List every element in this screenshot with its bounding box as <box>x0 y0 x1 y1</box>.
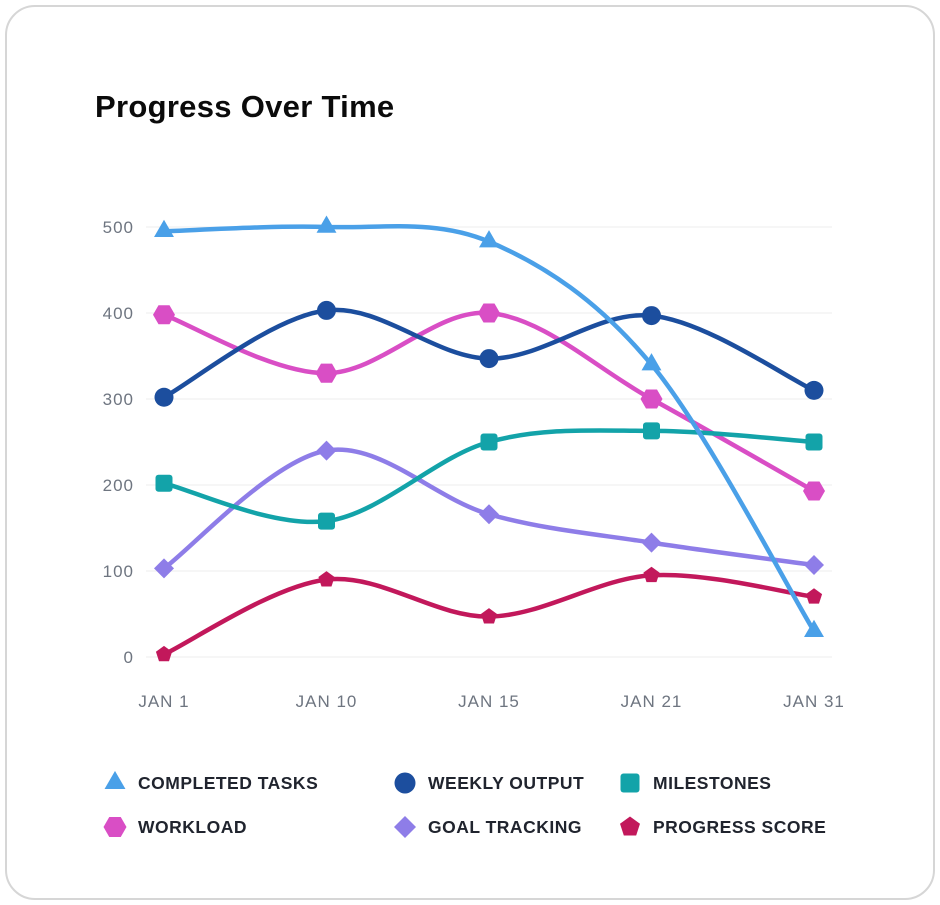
y-axis-tick-label: 200 <box>103 476 134 495</box>
series-marker <box>620 816 640 836</box>
series-marker <box>642 306 661 326</box>
series-marker <box>154 387 174 407</box>
square-marker-icon <box>620 773 640 793</box>
series-marker <box>154 558 174 579</box>
series-marker <box>394 816 416 838</box>
x-axis-tick-label: JAN 21 <box>621 692 683 711</box>
y-axis-tick-label: 0 <box>124 648 134 667</box>
x-axis-tick-label: JAN 1 <box>138 692 189 711</box>
series-marker <box>805 588 823 604</box>
series-marker <box>641 353 662 371</box>
legend-label: MILESTONES <box>653 772 772 793</box>
series-marker <box>643 422 660 440</box>
legend-item-progress-score[interactable]: PROGRESS SCORE <box>618 815 933 839</box>
series-marker <box>103 817 127 837</box>
chart-legend: COMPLETED TASKS WEEKLY OUTPUT MILESTONES… <box>103 771 933 839</box>
y-axis-tick-label: 500 <box>103 218 134 237</box>
series-marker <box>805 433 823 451</box>
legend-label: COMPLETED TASKS <box>138 772 319 793</box>
series-marker <box>479 349 499 369</box>
x-axis-tick-label: JAN 15 <box>458 692 520 711</box>
pentagon-marker-icon <box>620 816 640 836</box>
series-marker <box>640 389 663 409</box>
series-marker <box>154 219 174 238</box>
diamond-marker-icon <box>394 816 416 838</box>
chart-area: 0 100 200 300 400 500 JAN 1 JAN 10 JAN 15 JAN 21 J… <box>49 155 933 735</box>
legend-item-completed-tasks[interactable]: COMPLETED TASKS <box>103 771 393 795</box>
y-axis-tick-label: 400 <box>103 304 134 323</box>
series-marker <box>153 305 175 325</box>
series-marker <box>479 504 499 525</box>
series-marker <box>155 645 173 662</box>
circle-marker-icon <box>394 772 416 794</box>
series-marker <box>478 303 500 323</box>
legend-item-milestones[interactable]: MILESTONES <box>618 771 933 795</box>
series-line <box>161 224 817 634</box>
legend-label: WEEKLY OUTPUT <box>428 772 585 793</box>
series-marker <box>318 512 335 530</box>
legend-item-workload[interactable]: WORKLOAD <box>103 815 393 839</box>
chart-title: Progress Over Time <box>95 89 395 124</box>
triangle-marker-icon <box>104 771 126 790</box>
legend-label: GOAL TRACKING <box>428 816 582 837</box>
series-marker <box>480 433 498 451</box>
legend-item-goal-tracking[interactable]: GOAL TRACKING <box>393 815 618 839</box>
legend-label: PROGRESS SCORE <box>653 816 827 837</box>
series-marker <box>803 481 825 501</box>
legend-item-weekly-output[interactable]: WEEKLY OUTPUT <box>393 771 618 795</box>
line-chart-svg: 0 100 200 300 400 500 JAN 1 JAN 10 JAN 15 JAN 21 J… <box>103 215 845 711</box>
chart-card: Progress Over Time 0 100 200 300 400 500 JAN 1… <box>5 5 935 900</box>
hexagon-marker-icon <box>103 817 127 837</box>
x-axis-tick-label: JAN 10 <box>296 692 358 711</box>
series-marker <box>104 771 126 790</box>
series-marker <box>804 619 824 637</box>
legend-label: WORKLOAD <box>138 816 247 837</box>
x-axis-tick-label: JAN 31 <box>783 692 845 711</box>
y-axis-tick-label: 300 <box>103 390 134 409</box>
series-marker <box>318 571 335 587</box>
series-marker <box>480 608 498 624</box>
series-marker <box>479 230 499 248</box>
series-marker <box>643 566 660 583</box>
series-marker <box>394 772 416 794</box>
series-marker <box>804 380 824 400</box>
series-marker <box>620 773 640 793</box>
series-marker <box>317 300 336 320</box>
series-marker <box>316 440 337 461</box>
series-marker <box>316 215 337 233</box>
y-axis-tick-label: 100 <box>103 562 134 581</box>
series-marker <box>315 363 338 383</box>
series-marker <box>804 554 824 575</box>
series-marker <box>641 532 662 553</box>
series-marker <box>155 474 173 492</box>
